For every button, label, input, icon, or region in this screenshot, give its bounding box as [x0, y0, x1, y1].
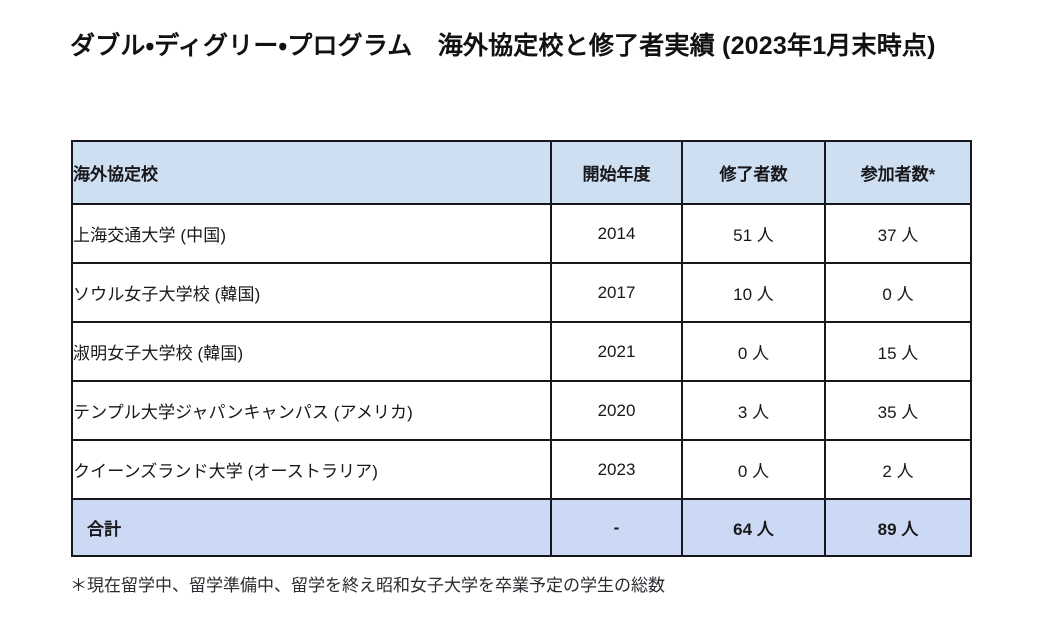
cell-participants: 15 人 [825, 322, 971, 382]
cell-school: ソウル女子大学校 (韓国) [72, 263, 552, 323]
table-row: 淑明女子大学校 (韓国) 2021 0 人 15 人 [72, 322, 971, 382]
cell-completed: 0 人 [682, 440, 826, 500]
cell-start-year: 2014 [551, 204, 683, 264]
cell-school: 淑明女子大学校 (韓国) [72, 322, 552, 382]
results-table: 海外協定校 開始年度 修了者数 参加者数* 上海交通大学 (中国) 2014 5… [71, 140, 972, 557]
cell-school: 上海交通大学 (中国) [72, 204, 552, 264]
column-header-start-year: 開始年度 [551, 141, 683, 205]
cell-participants: 2 人 [825, 440, 971, 500]
table-row: 上海交通大学 (中国) 2014 51 人 37 人 [72, 204, 971, 264]
table-body: 上海交通大学 (中国) 2014 51 人 37 人 ソウル女子大学校 (韓国)… [72, 204, 971, 556]
page-title: ダブル・ディグリー・プログラム 海外協定校と修了者実績 (2023年1月末時点) [70, 32, 936, 60]
cell-start-year: 2023 [551, 440, 683, 500]
table-total-row: 合計 - 64 人 89 人 [72, 499, 971, 556]
cell-total-start-year: - [551, 499, 683, 556]
cell-completed: 3 人 [682, 381, 826, 441]
cell-school: テンプル大学ジャパンキャンパス (アメリカ) [72, 381, 552, 441]
cell-school: クイーンズランド大学 (オーストラリア) [72, 440, 552, 500]
cell-completed: 51 人 [682, 204, 826, 264]
footnote: ＊現在留学中、留学準備中、留学を終え昭和女子大学を卒業予定の学生の総数 [70, 576, 665, 595]
cell-completed: 0 人 [682, 322, 826, 382]
table-header-row: 海外協定校 開始年度 修了者数 参加者数* [72, 141, 971, 205]
cell-start-year: 2020 [551, 381, 683, 441]
table-header: 海外協定校 開始年度 修了者数 参加者数* [72, 141, 971, 205]
cell-total-participants: 89 人 [825, 499, 971, 556]
column-header-completed: 修了者数 [682, 141, 826, 205]
cell-participants: 0 人 [825, 263, 971, 323]
cell-completed: 10 人 [682, 263, 826, 323]
table-row: ソウル女子大学校 (韓国) 2017 10 人 0 人 [72, 263, 971, 323]
table-row: クイーンズランド大学 (オーストラリア) 2023 0 人 2 人 [72, 440, 971, 500]
cell-start-year: 2021 [551, 322, 683, 382]
cell-total-completed: 64 人 [682, 499, 826, 556]
table-row: テンプル大学ジャパンキャンパス (アメリカ) 2020 3 人 35 人 [72, 381, 971, 441]
results-table-container: 海外協定校 開始年度 修了者数 参加者数* 上海交通大学 (中国) 2014 5… [71, 140, 972, 557]
cell-start-year: 2017 [551, 263, 683, 323]
cell-participants: 37 人 [825, 204, 971, 264]
column-header-school: 海外協定校 [72, 141, 552, 205]
cell-participants: 35 人 [825, 381, 971, 441]
column-header-participants: 参加者数* [825, 141, 971, 205]
cell-total-label: 合計 [72, 499, 552, 556]
